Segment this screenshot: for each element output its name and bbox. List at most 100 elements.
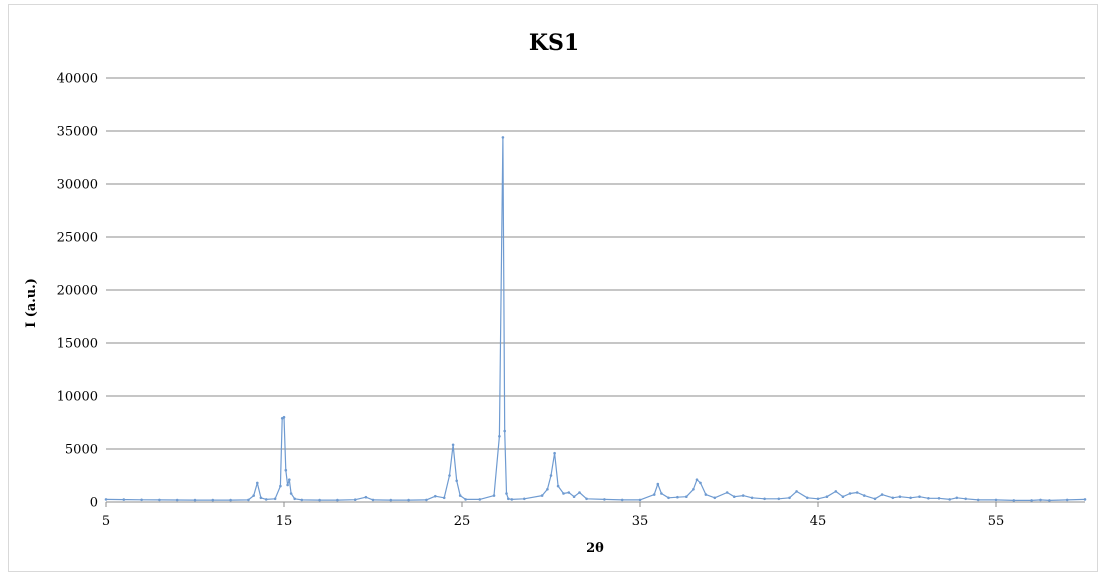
data-point (898, 495, 902, 499)
data-point (503, 429, 507, 433)
data-point (556, 484, 560, 488)
data-point (211, 498, 215, 502)
data-point (140, 498, 143, 502)
y-tick-label: 15000 (57, 337, 98, 352)
x-tick-label: 5 (102, 514, 110, 529)
data-point (553, 451, 556, 455)
data-point (863, 494, 866, 497)
data-point (937, 497, 941, 500)
x-tick-label: 25 (454, 514, 471, 529)
data-point (546, 488, 549, 491)
data-point (284, 468, 288, 472)
data-point (713, 496, 717, 500)
data-point (498, 435, 501, 438)
data-point (1030, 499, 1033, 502)
data-point (451, 443, 455, 447)
data-point (656, 482, 660, 486)
data-point (523, 497, 526, 501)
data-point (763, 497, 766, 501)
data-point (549, 474, 553, 477)
data-point (825, 495, 829, 499)
data-point (442, 496, 446, 500)
data-point (880, 493, 884, 496)
y-tick-label: 35000 (57, 125, 98, 140)
data-point (927, 497, 930, 500)
data-point (288, 478, 291, 482)
data-point (455, 479, 459, 483)
data-point (158, 498, 161, 502)
data-point (795, 490, 798, 493)
data-point (259, 496, 263, 500)
data-point (279, 484, 282, 488)
data-point (816, 497, 820, 501)
data-point (336, 498, 339, 502)
data-point (788, 496, 791, 500)
chart-frame: KS1 0 5000 10000 15000 20000 25000 30000 35000 4… (8, 4, 1098, 572)
data-point (567, 491, 571, 494)
gridlines (106, 77, 1085, 450)
data-point (229, 498, 232, 502)
data-point (1065, 498, 1069, 502)
data-point (510, 498, 514, 501)
data-point (918, 495, 921, 499)
data-point (695, 478, 699, 482)
data-point (909, 496, 912, 500)
y-tick-label: 25000 (57, 231, 98, 246)
data-point (750, 496, 754, 500)
data-point (841, 495, 845, 499)
data-point (193, 498, 197, 502)
y-tick-label: 5000 (65, 443, 98, 458)
data-point (578, 491, 581, 494)
data-point (638, 498, 642, 502)
data-point (692, 488, 695, 491)
data-point (685, 495, 688, 499)
y-tick-label: 30000 (57, 178, 98, 193)
data-point (1048, 499, 1051, 502)
x-tick-label: 35 (632, 514, 649, 529)
series-layer (104, 136, 1087, 502)
data-point (699, 481, 702, 485)
data-point (834, 490, 838, 493)
y-axis-label: I (a.u.) (24, 278, 39, 328)
data-point (777, 497, 781, 501)
data-point (652, 493, 656, 496)
x-axis-label: 2θ (586, 541, 604, 556)
x-tick-label: 45 (810, 514, 827, 529)
data-point (175, 498, 179, 502)
data-point (562, 492, 565, 495)
data-point (585, 497, 588, 501)
data-point (389, 498, 393, 502)
data-point (464, 498, 467, 501)
data-point (104, 498, 108, 501)
data-point (855, 491, 859, 494)
y-tick-labels: 0 5000 10000 15000 20000 25000 30000 35000 40000 (57, 72, 98, 511)
data-point (264, 498, 268, 501)
data-point (505, 492, 508, 495)
chart-title: KS1 (529, 30, 579, 56)
data-point (891, 496, 895, 500)
data-point (273, 497, 277, 501)
data-point (964, 497, 967, 501)
data-point (1039, 498, 1042, 502)
y-tick-label: 40000 (57, 72, 98, 87)
data-point (434, 494, 437, 498)
data-point (994, 498, 998, 502)
x-tick-label: 15 (276, 514, 293, 529)
data-point (955, 496, 959, 500)
data-point (282, 415, 286, 419)
data-point (667, 496, 670, 500)
data-point (741, 494, 745, 497)
x-tick-label: 55 (988, 514, 1005, 529)
data-point (256, 481, 259, 485)
y-tick-label: 0 (90, 496, 98, 511)
data-point (492, 494, 496, 497)
y-tick-label: 20000 (57, 284, 98, 299)
data-point (501, 136, 505, 139)
data-point (676, 495, 679, 499)
data-point (448, 474, 451, 477)
data-point (704, 493, 708, 496)
data-point (603, 498, 606, 501)
data-point (620, 498, 624, 502)
data-point (725, 491, 729, 494)
data-point (1012, 499, 1016, 502)
